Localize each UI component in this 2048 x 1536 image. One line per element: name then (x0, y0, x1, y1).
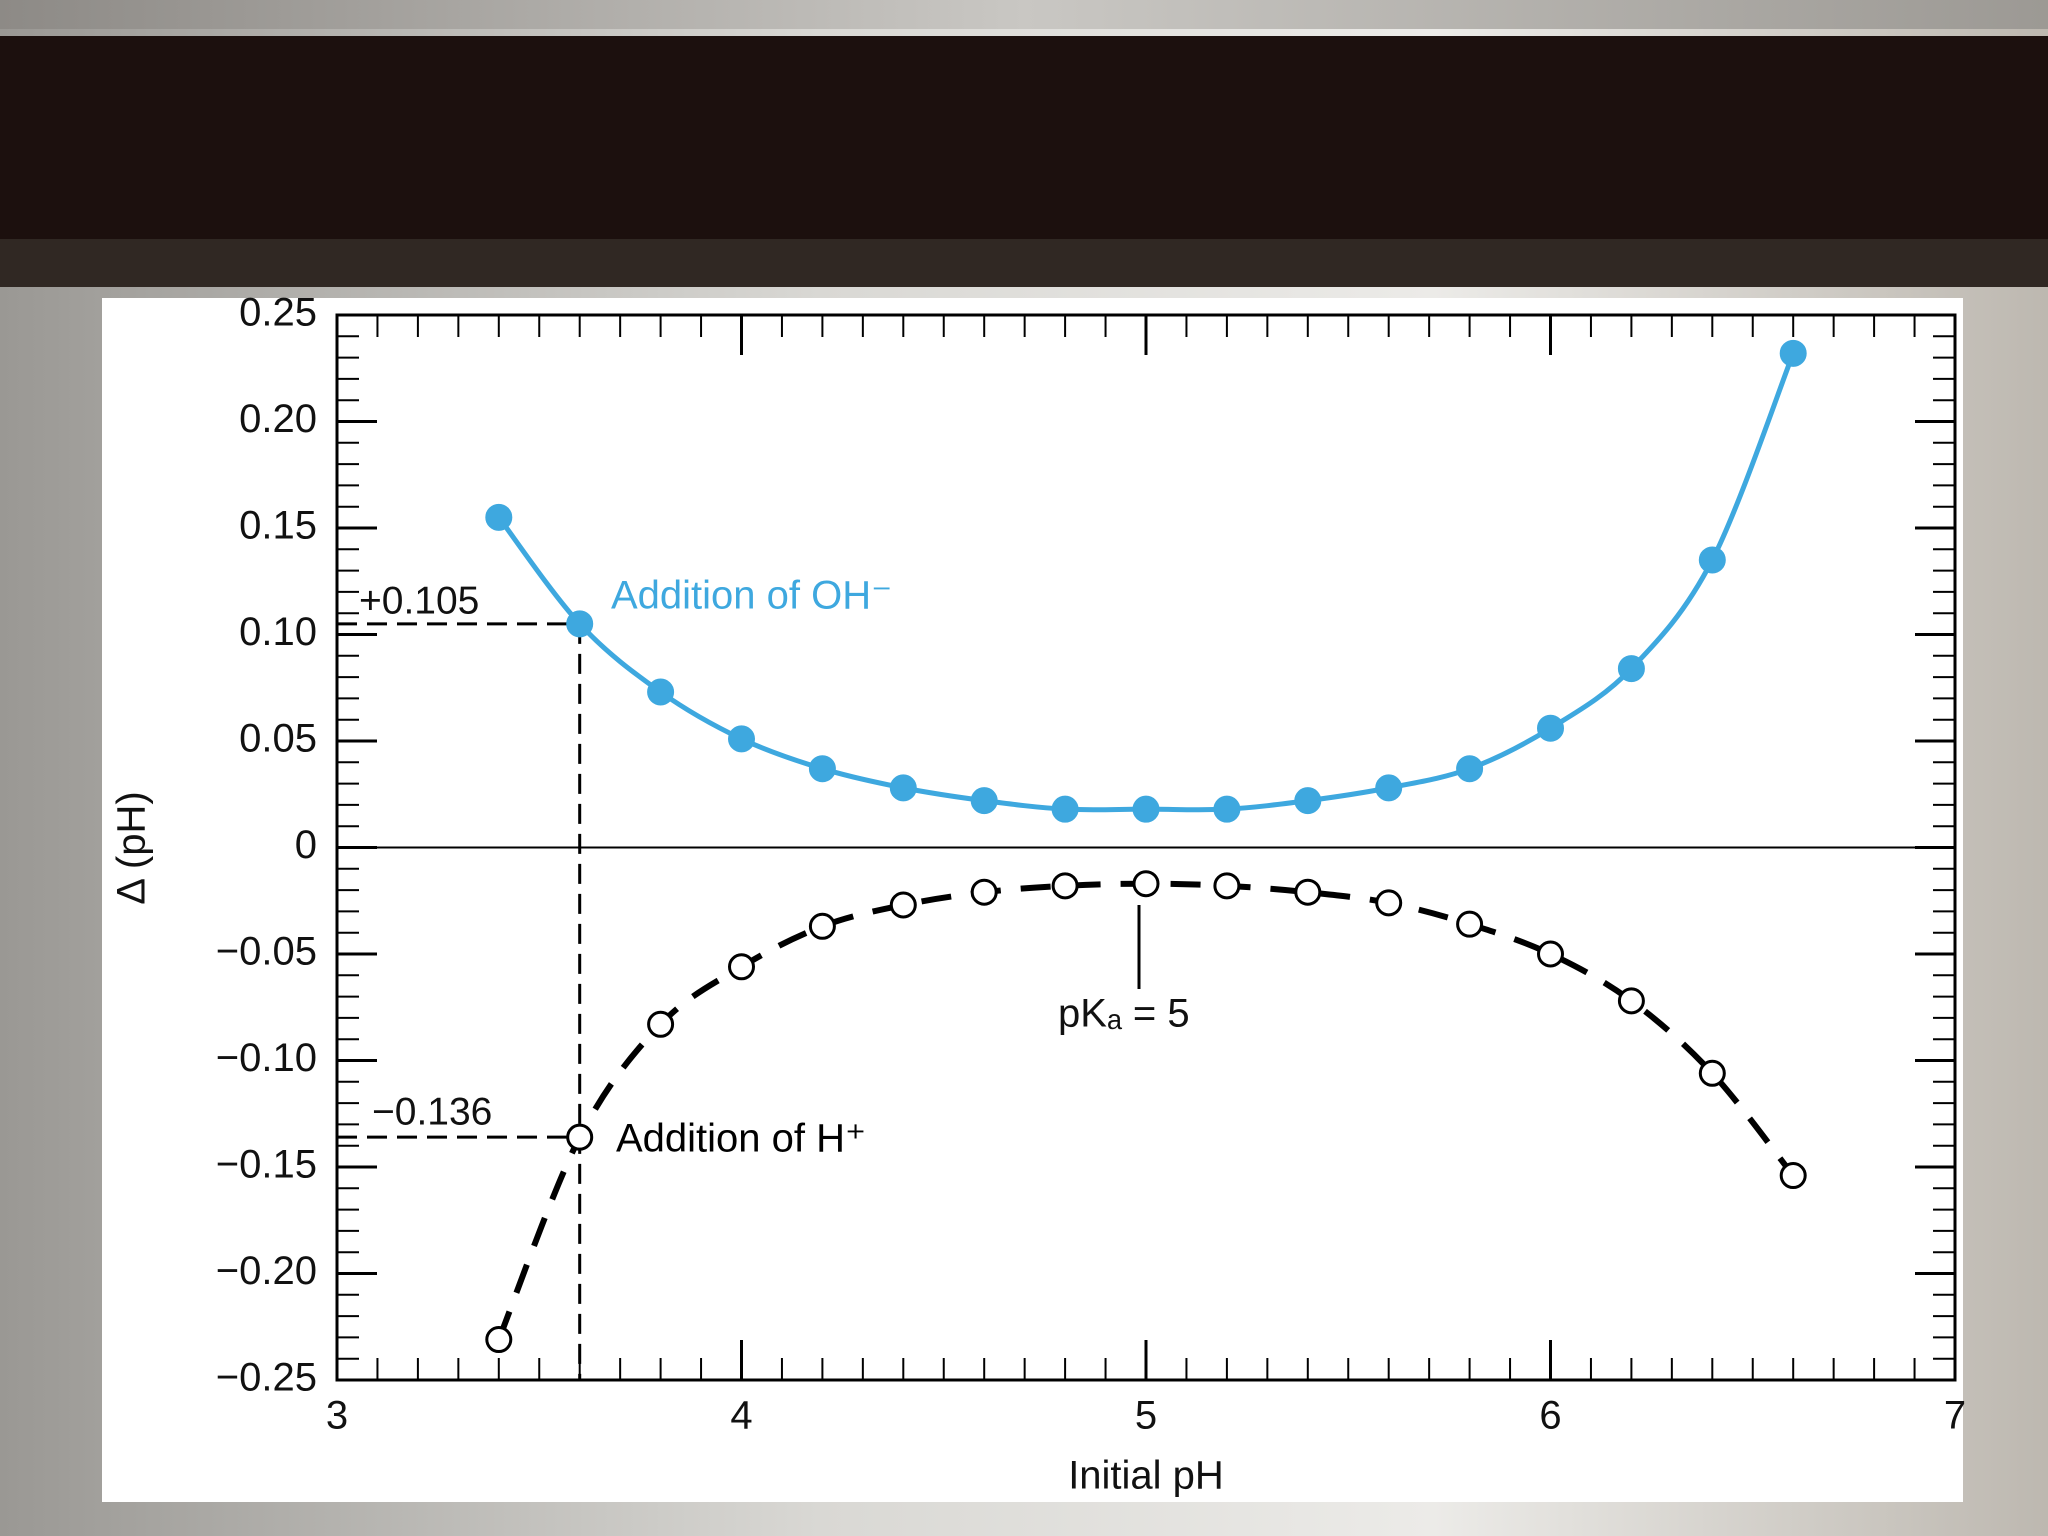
data-point (1294, 787, 1322, 815)
data-point (1779, 1162, 1807, 1190)
data-point (1294, 878, 1322, 906)
data-point (970, 787, 998, 815)
y-tick-label: −0.15 (216, 1143, 317, 1187)
data-point (647, 1010, 675, 1038)
data-point (1051, 795, 1079, 823)
chart-panel (102, 298, 1963, 1502)
data-point (1698, 546, 1726, 574)
y-tick-label: 0.10 (239, 610, 317, 654)
data-point (1617, 987, 1645, 1015)
y-tick-label: −0.10 (216, 1036, 317, 1080)
data-point (1213, 795, 1241, 823)
data-point (1456, 755, 1484, 783)
data-point (728, 953, 755, 981)
y-tick-label: 0.15 (239, 504, 317, 548)
data-point (1375, 889, 1403, 917)
data-point (1051, 872, 1079, 900)
data-point (1537, 714, 1564, 742)
y-tick-label: 0.05 (239, 717, 317, 761)
data-point (485, 1326, 513, 1354)
x-tick-label: 7 (1944, 1394, 1966, 1438)
x-tick-label: 6 (1539, 1394, 1561, 1438)
data-point (1617, 655, 1645, 683)
title-band-lower (0, 239, 2048, 287)
x-tick-label: 5 (1135, 1394, 1157, 1438)
data-point (808, 755, 836, 783)
annotation: −0.136 (372, 1090, 492, 1133)
data-point (889, 891, 917, 919)
data-point (485, 503, 513, 531)
data-point (1537, 940, 1564, 968)
x-axis-label: Initial pH (1068, 1454, 1224, 1498)
top-strip (0, 0, 2048, 29)
data-point (566, 1123, 594, 1151)
data-point (1375, 774, 1403, 802)
data-point (728, 725, 755, 753)
annotation: +0.105 (359, 579, 479, 622)
data-point (566, 610, 594, 638)
data-point (1779, 339, 1807, 367)
legend-label: Addition of H⁺ (616, 1117, 866, 1161)
y-tick-label: −0.05 (216, 930, 317, 974)
data-point (1213, 872, 1241, 900)
x-tick-label: 4 (730, 1394, 752, 1438)
data-point (808, 912, 836, 940)
x-tick-label: 3 (326, 1394, 348, 1438)
y-axis-label: Δ (pH) (110, 791, 154, 904)
y-tick-label: −0.25 (216, 1356, 317, 1400)
y-tick-label: 0.20 (239, 397, 317, 441)
legend-label: Addition of OH⁻ (611, 574, 892, 618)
y-tick-label: 0 (295, 823, 317, 867)
y-tick-label: −0.20 (216, 1249, 317, 1293)
title-band (0, 36, 2048, 239)
data-point (647, 678, 675, 706)
data-point (1698, 1059, 1726, 1087)
data-point (1132, 795, 1160, 823)
data-point (1132, 870, 1160, 898)
data-point (970, 878, 998, 906)
data-point (889, 774, 917, 802)
annotation: pKₐ = 5 (1058, 992, 1190, 1036)
y-tick-label: 0.25 (239, 291, 317, 335)
data-point (1456, 910, 1484, 938)
